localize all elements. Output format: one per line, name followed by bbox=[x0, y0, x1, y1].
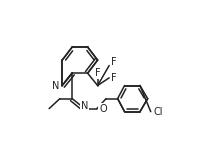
Text: N: N bbox=[81, 101, 88, 111]
Text: O: O bbox=[99, 104, 107, 114]
Text: N: N bbox=[52, 81, 59, 91]
Text: F: F bbox=[111, 57, 117, 67]
Text: F: F bbox=[95, 68, 100, 78]
Text: Cl: Cl bbox=[153, 107, 163, 117]
Text: F: F bbox=[111, 73, 117, 83]
